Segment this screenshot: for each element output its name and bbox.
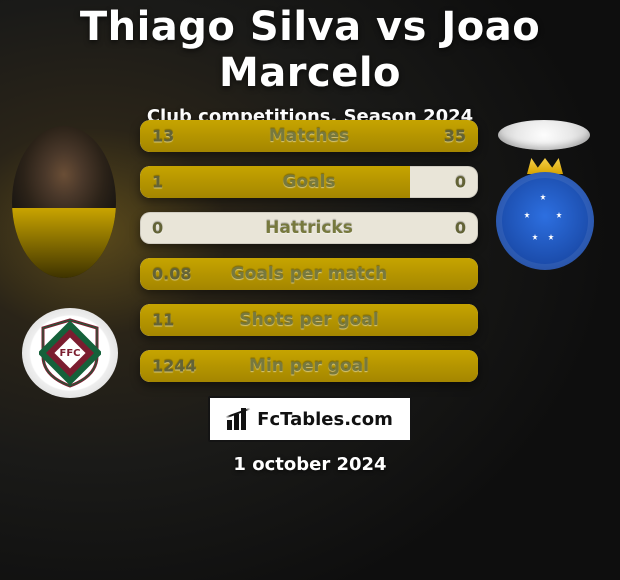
date-label: 1 october 2024 xyxy=(233,454,386,475)
svg-text:FFC: FFC xyxy=(59,348,80,359)
site-badge: FcTables.com xyxy=(208,396,412,442)
site-name: FcTables.com xyxy=(257,409,393,430)
stat-value-left: 0 xyxy=(152,219,163,238)
stat-label: Goals xyxy=(282,172,335,192)
stat-label: Matches xyxy=(269,126,349,146)
stat-value-left: 13 xyxy=(152,127,174,146)
barchart-icon xyxy=(227,408,249,430)
stat-bar: 13 Matches 35 xyxy=(140,120,478,152)
stat-bar: 1 Goals 0 xyxy=(140,166,478,198)
stat-label: Min per goal xyxy=(249,356,369,376)
stat-label: Shots per goal xyxy=(239,310,378,330)
player-right-avatar xyxy=(498,120,590,150)
stat-value-left: 1 xyxy=(152,173,163,192)
club-crest-right xyxy=(496,172,594,270)
stat-bar: 0 Hattricks 0 xyxy=(140,212,478,244)
stat-value-left: 11 xyxy=(152,311,174,330)
page-title: Thiago Silva vs Joao Marcelo xyxy=(0,0,620,96)
stat-value-left: 0.08 xyxy=(152,265,191,284)
stat-value-right: 35 xyxy=(444,127,466,146)
player-left-avatar xyxy=(12,126,116,278)
stat-bar-fill-left xyxy=(140,166,410,198)
stat-bar: 0.08 Goals per match xyxy=(140,258,478,290)
stat-bar: 11 Shots per goal xyxy=(140,304,478,336)
stat-value-left: 1244 xyxy=(152,357,197,376)
stat-label: Goals per match xyxy=(231,264,387,284)
club-crest-left: FFC xyxy=(22,308,118,398)
stat-label: Hattricks xyxy=(265,218,353,238)
comparison-bars: 13 Matches 35 1 Goals 0 0 Hattricks 0 0.… xyxy=(140,120,478,396)
stat-value-right: 0 xyxy=(455,173,466,192)
stat-bar: 1244 Min per goal xyxy=(140,350,478,382)
stat-value-right: 0 xyxy=(455,219,466,238)
shield-icon: FFC xyxy=(39,318,101,388)
